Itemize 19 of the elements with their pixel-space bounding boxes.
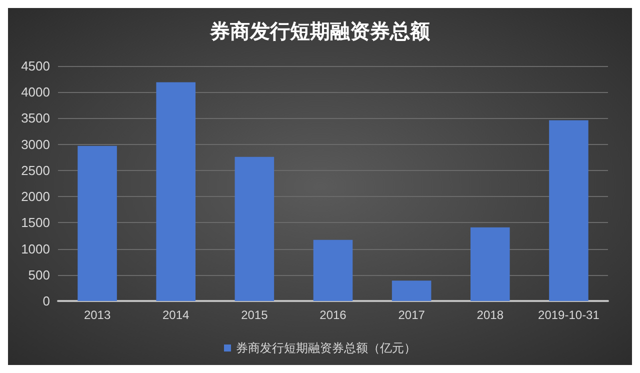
- y-tick-label: 4000: [21, 84, 50, 100]
- y-tick-label: 1000: [21, 241, 50, 256]
- y-tick-label: 2000: [21, 189, 50, 204]
- y-tick-label: 0: [42, 294, 50, 308]
- y-tick-label: 3000: [21, 136, 50, 152]
- y-tick-label: 500: [28, 267, 50, 282]
- x-tick-label: 2016: [320, 308, 347, 322]
- y-tick-label: 2500: [21, 162, 50, 178]
- x-tick-label: 2019-10-31: [538, 308, 600, 322]
- y-tick-label: 1500: [21, 215, 50, 230]
- x-tick-label: 2014: [162, 308, 190, 322]
- x-tick-label: 2018: [476, 308, 504, 322]
- chart-title: 券商发行短期融资券总额: [209, 19, 431, 43]
- x-tick-label: 2013: [84, 308, 111, 322]
- y-tick-label: 3500: [21, 110, 50, 126]
- x-tick-label: 2015: [241, 308, 268, 322]
- legend-label: 券商发行短期融资券总额（亿元）: [236, 341, 416, 355]
- x-tick-label: 2017: [398, 308, 426, 322]
- y-tick-label: 4500: [21, 58, 50, 74]
